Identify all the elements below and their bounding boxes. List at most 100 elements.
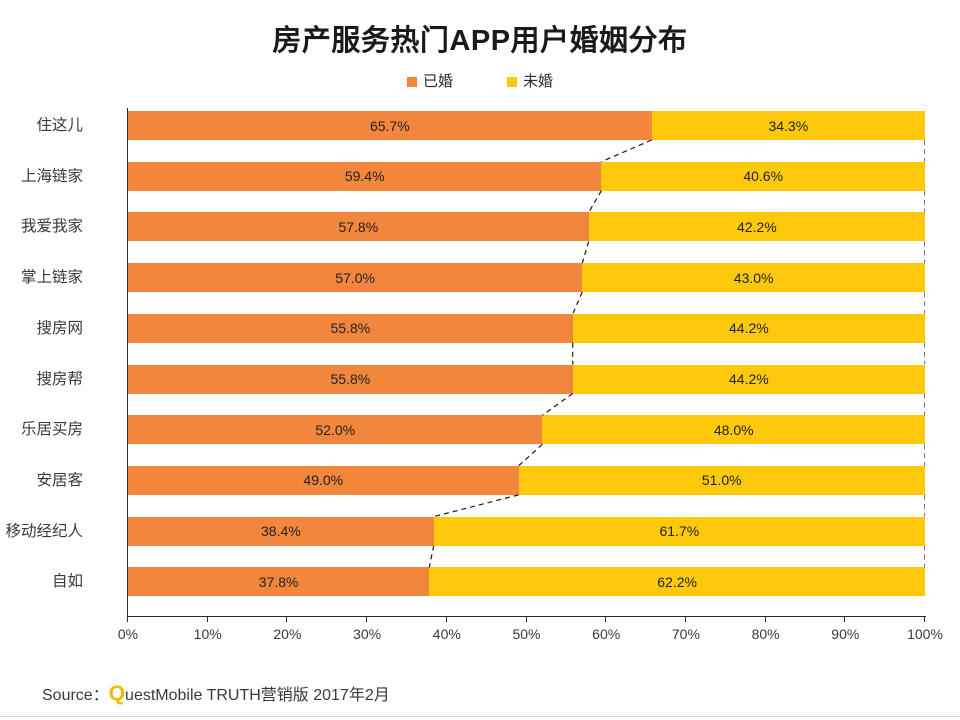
bar-segment-unmarried[interactable]: 40.6% <box>601 161 925 191</box>
bar-value-label: 44.2% <box>729 371 769 387</box>
bar-segment-married[interactable]: 57.8% <box>128 212 589 242</box>
source-prefix: Source： <box>42 687 109 704</box>
bar-value-label: 59.4% <box>344 168 385 185</box>
x-tick-label: 80% <box>751 626 780 642</box>
bar-row[interactable]: 55.8% 44.2% <box>128 313 925 343</box>
legend-label-unmarried: 未婚 <box>523 73 554 90</box>
bar-value-label: 43.0% <box>733 269 774 286</box>
category-label: 安居客 <box>36 471 83 489</box>
category-label: 乐居买房 <box>20 421 83 439</box>
bar-row[interactable]: 59.4% 40.6% <box>128 161 925 191</box>
x-tick-mark <box>127 616 128 622</box>
bar-value-label: 42.2% <box>736 218 777 235</box>
bar-row[interactable]: 38.4% 61.7% <box>128 516 925 546</box>
bar-segment-married[interactable]: 37.8% <box>128 567 430 597</box>
bar-value-label: 34.3% <box>768 117 809 134</box>
bar-row[interactable]: 37.8% 62.2% <box>128 567 925 597</box>
bar-value-label: 61.7% <box>659 523 700 540</box>
category-label: 自如 <box>51 573 83 591</box>
legend-label-married: 已婚 <box>422 73 453 90</box>
x-tick-label: 100% <box>907 626 943 642</box>
bar-value-label: 62.2% <box>657 573 697 590</box>
source-note: Source： Q uestMobile TRUTH营销版 2017年2月 <box>42 681 390 705</box>
bar-value-label: 57.8% <box>338 218 379 235</box>
category-label: 移动经纪人 <box>5 522 83 540</box>
chart-legend: 已婚 未婚 <box>0 74 960 89</box>
connector-line <box>542 393 574 416</box>
brand-initial: Q <box>108 682 126 705</box>
x-tick-label: 90% <box>831 626 860 642</box>
bar-segment-unmarried[interactable]: 44.2% <box>572 313 925 343</box>
x-tick-mark <box>924 616 925 622</box>
x-axis-line <box>127 616 926 617</box>
bar-value-label: 48.0% <box>713 421 754 438</box>
x-tick-mark <box>605 616 607 622</box>
x-tick-mark <box>684 616 686 622</box>
bar-segment-unmarried[interactable]: 48.0% <box>542 415 925 445</box>
bar-segment-married[interactable]: 59.4% <box>128 161 602 191</box>
bar-segment-married[interactable]: 57.0% <box>128 263 583 293</box>
bar-segment-unmarried[interactable]: 44.2% <box>572 364 925 394</box>
bar-value-label: 40.6% <box>743 168 784 185</box>
x-tick-mark <box>525 616 527 622</box>
bar-value-label: 52.0% <box>315 421 356 438</box>
x-tick-label: 10% <box>193 626 222 642</box>
bar-segment-married[interactable]: 49.0% <box>128 465 519 495</box>
bar-value-label: 57.0% <box>335 269 375 286</box>
bar-segment-unmarried[interactable]: 42.2% <box>588 212 925 242</box>
legend-swatch-unmarried <box>507 76 517 87</box>
bar-row[interactable]: 52.0% 48.0% <box>128 415 925 445</box>
x-tick-label: 50% <box>512 626 541 642</box>
legend-swatch-married <box>406 76 417 87</box>
connector-line <box>601 139 652 163</box>
bar-value-label: 49.0% <box>303 472 344 489</box>
x-tick-mark <box>206 616 208 622</box>
page-title: 房产服务热门APP用户婚姻分布 <box>272 25 688 57</box>
bar-row[interactable]: 57.0% 43.0% <box>128 263 925 293</box>
x-tick-label: 30% <box>353 626 382 642</box>
connector-line <box>581 241 590 264</box>
bar-value-label: 38.4% <box>261 523 301 540</box>
bar-segment-unmarried[interactable]: 62.2% <box>429 567 925 597</box>
bar-segment-married[interactable]: 65.7% <box>128 111 652 140</box>
x-tick-label: 70% <box>671 626 700 642</box>
category-label: 我爱我家 <box>20 218 83 236</box>
source-brand-text: uestMobile TRUTH营销版 2017年2月 <box>125 687 390 704</box>
category-label: 搜房网 <box>36 319 83 337</box>
x-tick-label: 20% <box>273 626 302 642</box>
footer-divider <box>0 716 960 717</box>
bar-segment-unmarried[interactable]: 61.7% <box>433 516 925 546</box>
x-tick-label: 60% <box>592 626 621 642</box>
bar-segment-unmarried[interactable]: 34.3% <box>651 111 925 140</box>
bar-value-label: 44.2% <box>729 320 769 337</box>
bar-segment-unmarried[interactable]: 51.0% <box>518 465 925 495</box>
bar-segment-married[interactable]: 55.8% <box>128 364 573 394</box>
bar-segment-unmarried[interactable]: 43.0% <box>582 263 925 293</box>
bar-segment-married[interactable]: 52.0% <box>128 415 543 445</box>
bar-value-label: 55.8% <box>330 320 371 337</box>
y-axis-line <box>127 108 128 616</box>
bar-segment-married[interactable]: 38.4% <box>128 516 434 546</box>
connector-line <box>428 545 435 568</box>
bar-value-label: 65.7% <box>369 117 410 134</box>
legend-item-unmarried[interactable]: 未婚 <box>507 74 553 89</box>
x-tick-mark <box>286 616 288 622</box>
plot-area: 0% 10% 20% 30% 40% 50% 60% 70% 80% 90% 100% 住这儿 65.… <box>5 108 943 642</box>
x-tick-mark <box>764 616 766 622</box>
legend-item-married[interactable]: 已婚 <box>406 73 453 90</box>
bar-segment-married[interactable]: 55.8% <box>128 313 573 343</box>
x-tick-mark <box>844 616 846 622</box>
category-label: 搜房帮 <box>36 370 83 388</box>
category-label: 住这儿 <box>36 117 83 134</box>
connector-line <box>572 291 583 315</box>
x-tick-mark <box>445 616 447 622</box>
bar-value-label: 55.8% <box>330 371 371 387</box>
connector-line <box>433 494 519 518</box>
category-label: 上海链家 <box>20 167 83 185</box>
bar-row[interactable]: 55.8% 44.2% <box>128 364 925 394</box>
bar-row[interactable]: 65.7% 34.3% <box>128 111 925 140</box>
x-tick-mark <box>366 616 368 622</box>
bar-row[interactable]: 57.8% 42.2% <box>128 212 925 242</box>
bar-row[interactable]: 49.0% 51.0% <box>128 465 925 495</box>
